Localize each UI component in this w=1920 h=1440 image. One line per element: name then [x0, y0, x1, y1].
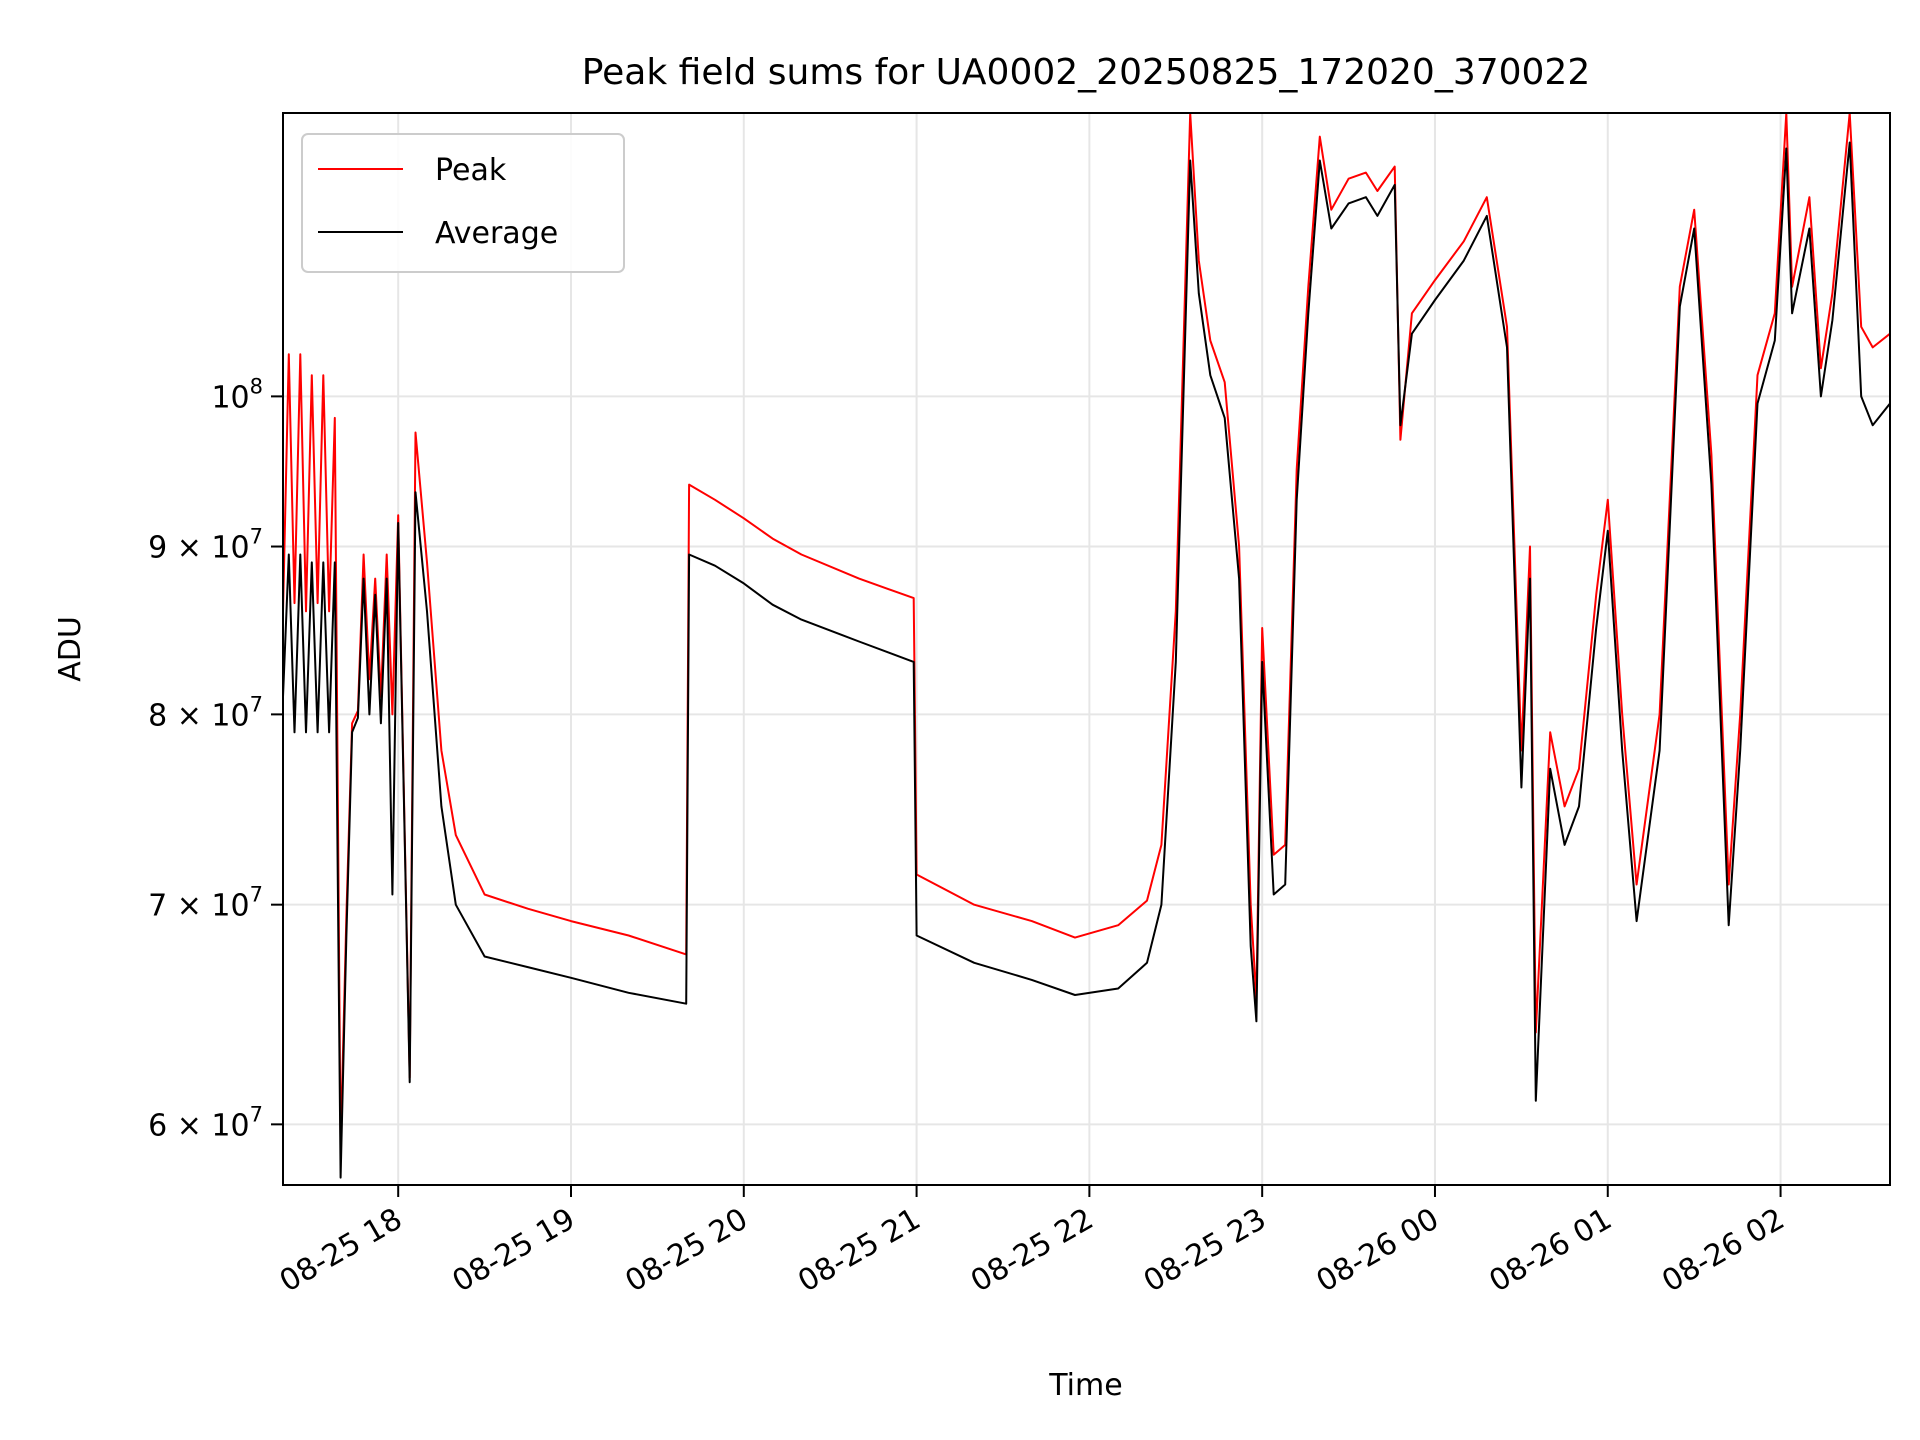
y-tick-label: 9 × 107: [148, 525, 263, 566]
y-tick-base: 8 × 10: [148, 698, 249, 733]
legend: Peak Average: [301, 133, 625, 273]
axes-frame: [282, 112, 1891, 1186]
y-tick-exponent: 7: [250, 883, 263, 907]
y-tick-exponent: 7: [250, 692, 263, 716]
y-tick-label: 6 × 107: [148, 1102, 263, 1143]
x-axis-label: Time: [1048, 1368, 1122, 1403]
y-tick-label: 8 × 107: [148, 692, 263, 733]
series-layer: [283, 113, 1890, 1179]
legend-peak-label: Peak: [435, 153, 507, 188]
legend-average-label: Average: [435, 216, 558, 251]
y-tick-base: 9 × 10: [148, 531, 249, 566]
y-tick-base: 7 × 10: [148, 889, 249, 924]
series-line-average: [283, 141, 1890, 1179]
y-axis-label: ADU: [53, 616, 88, 682]
y-tick-base: 10: [211, 380, 249, 415]
y-tick-label: 7 × 107: [148, 883, 263, 924]
chart-title: Peak field sums for UA0002_20250825_1720…: [582, 52, 1591, 93]
y-tick-exponent: 7: [250, 1102, 263, 1126]
y-tick-label: 108: [211, 374, 263, 415]
y-tick-exponent: 7: [250, 525, 263, 549]
series-line-peak: [283, 113, 1890, 1150]
y-tick-exponent: 8: [250, 374, 263, 398]
y-tick-base: 6 × 10: [148, 1108, 249, 1143]
